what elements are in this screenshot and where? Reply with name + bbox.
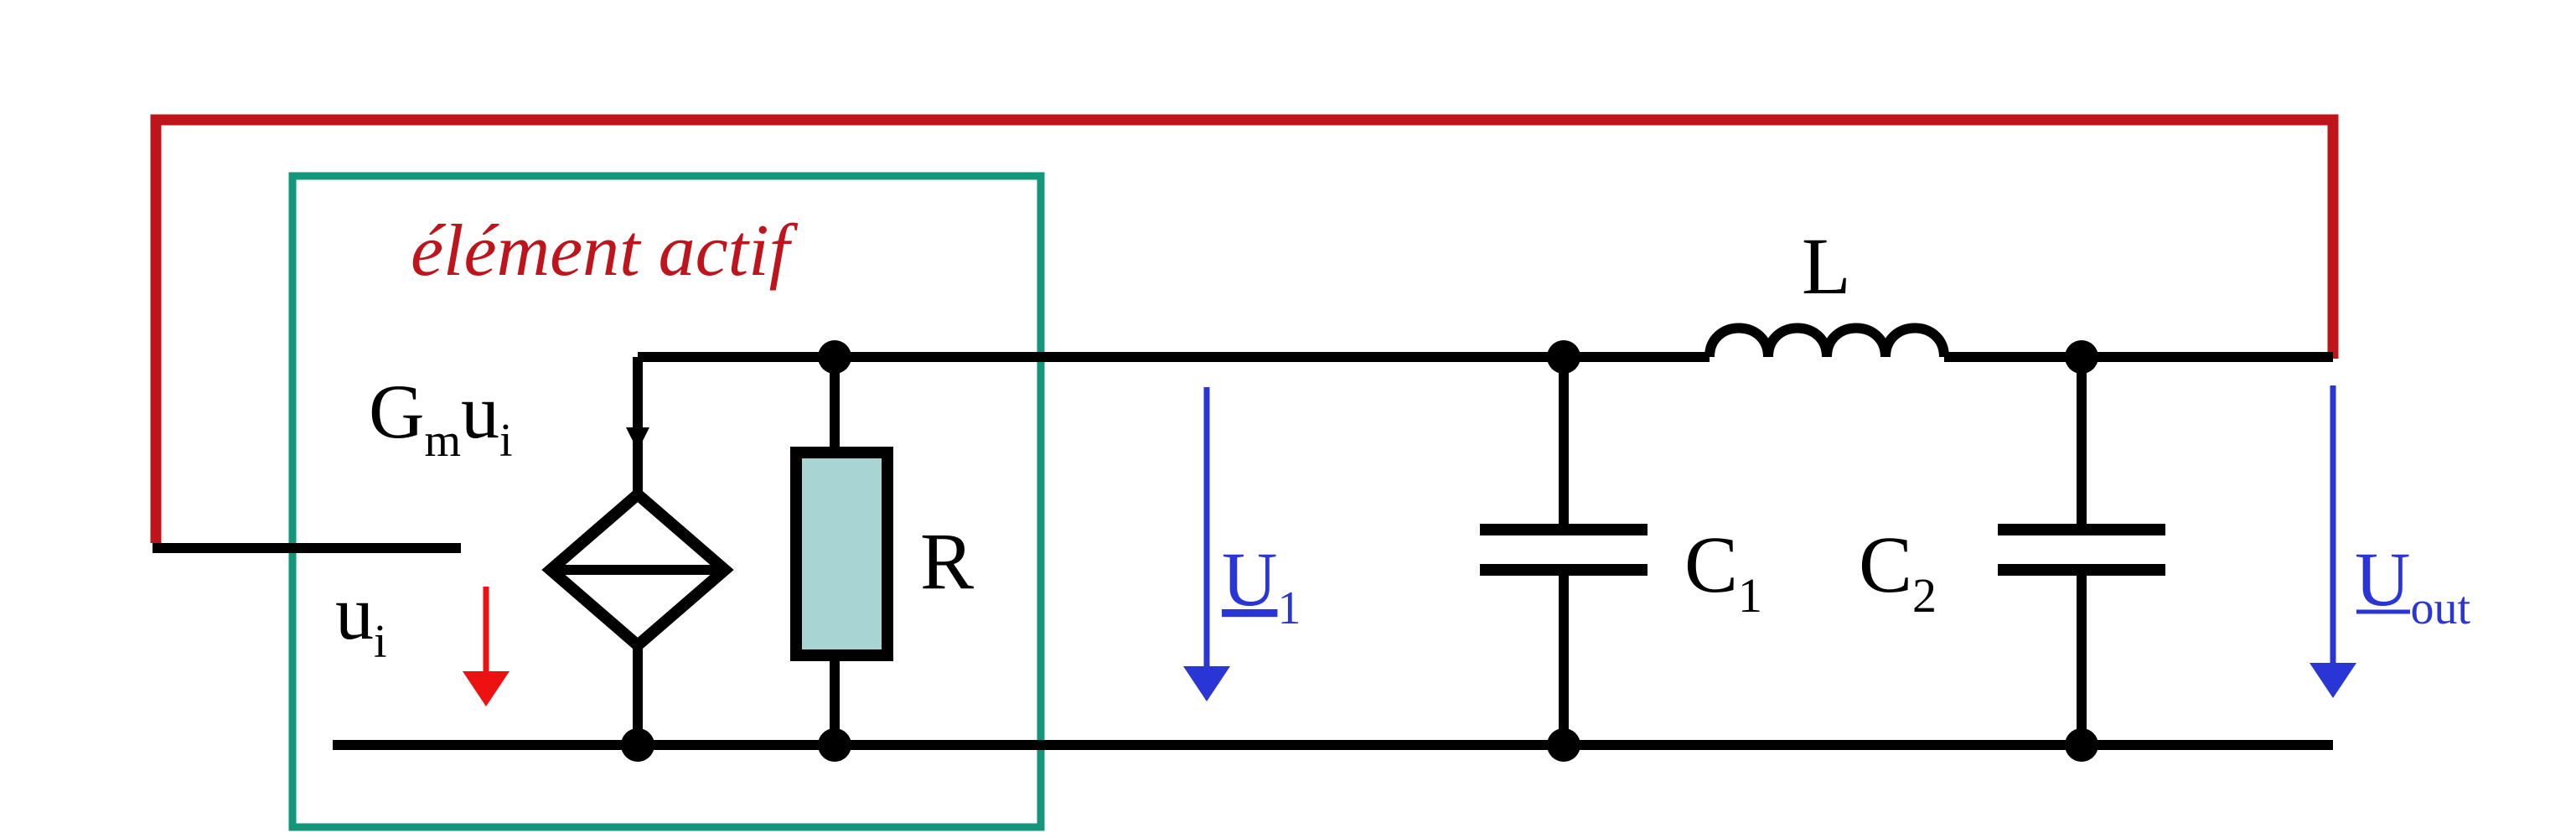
junction-dot [621, 728, 654, 762]
source-current-arrowhead [626, 427, 649, 451]
resistor [790, 447, 893, 661]
junction-dot [818, 728, 851, 762]
inductor [1704, 323, 1949, 358]
current-source [541, 486, 734, 654]
c2-label: C2 [1859, 520, 1937, 623]
uout-label: Uout [2355, 536, 2470, 634]
junction-dot [1547, 728, 1580, 762]
input-voltage-label: ui [335, 570, 387, 668]
active-element-title: élément actif [411, 210, 799, 292]
junction-dot [2065, 728, 2098, 762]
junction-dot [818, 340, 851, 374]
inductor-label: L [1802, 221, 1851, 311]
current-source-label: Gmui [369, 369, 513, 467]
junction-dot [1547, 340, 1580, 374]
u1-label: U1 [1222, 536, 1301, 634]
resistor-label: R [920, 516, 974, 606]
feedback-wire [150, 114, 2339, 543]
c1-label: C1 [1684, 520, 1762, 623]
active-element-box [288, 172, 1045, 831]
junction-dot [2065, 340, 2098, 374]
